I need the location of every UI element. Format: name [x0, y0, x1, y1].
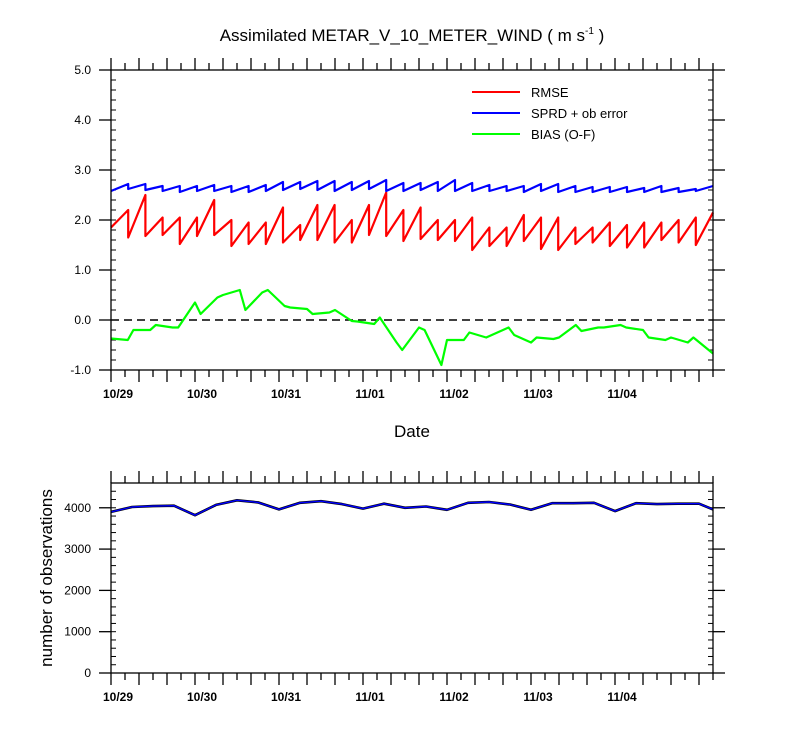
legend: RMSE SPRD + ob error BIAS (O-F): [472, 85, 628, 142]
y-tick-label: 1.0: [74, 263, 91, 277]
x-tick-label: 10/31: [271, 387, 301, 401]
y-tick-label: 2000: [64, 583, 91, 597]
top-series-group: [110, 178, 714, 367]
x-tick-label: 10/31: [271, 690, 301, 704]
bottom-plot-frame: [110, 482, 714, 674]
legend-label: RMSE: [531, 85, 569, 100]
top-chart: Assimilated METAR_V_10_METER_WIND ( m s-…: [70, 26, 725, 441]
x-axis-title: Date: [394, 422, 430, 441]
y-tick-label: 3.0: [74, 163, 91, 177]
series-line-bias: [110, 288, 714, 367]
x-tick-label: 11/02: [439, 387, 469, 401]
top-axes: 10/29 10/30 10/31 11/01 11/02 11/03 11/04 -1.0 0…: [70, 58, 725, 401]
top-plot-frame: [110, 69, 714, 371]
x-tick-label: 10/29: [103, 690, 133, 704]
y-tick-label: 0.0: [74, 313, 91, 327]
bottom-axes: 10/29 10/30 10/31 11/01 11/02 11/03 11/04 0 1000…: [64, 471, 725, 704]
x-tick-label: 10/29: [103, 387, 133, 401]
series-line-sprd: [110, 178, 714, 194]
x-tick-label: 11/01: [355, 387, 385, 401]
legend-label: BIAS (O-F): [531, 127, 595, 142]
observations-line: [110, 499, 714, 516]
y-tick-label: 1000: [64, 625, 91, 639]
y-tick-label: 3000: [64, 542, 91, 556]
x-tick-label: 10/30: [187, 690, 217, 704]
y-tick-label: 0: [84, 666, 91, 680]
bottom-series-group: [110, 499, 714, 517]
y-axis-title-observations: number of observations: [37, 489, 56, 667]
x-tick-label: 11/03: [523, 387, 553, 401]
y-tick-label: 4.0: [74, 113, 91, 127]
y-tick-label: 2.0: [74, 213, 91, 227]
legend-label: SPRD + ob error: [531, 106, 628, 121]
series-line-rmse: [110, 191, 714, 252]
chart-title: Assimilated METAR_V_10_METER_WIND ( m s-…: [220, 26, 605, 45]
x-tick-label: 11/04: [607, 387, 637, 401]
x-tick-label: 11/03: [523, 690, 553, 704]
x-tick-label: 10/30: [187, 387, 217, 401]
y-tick-label: -1.0: [70, 363, 91, 377]
bottom-chart: 10/29 10/30 10/31 11/01 11/02 11/03 11/04 0 1000…: [37, 471, 725, 704]
y-tick-label: 5.0: [74, 63, 91, 77]
x-tick-label: 11/02: [439, 690, 469, 704]
x-tick-label: 11/01: [355, 690, 385, 704]
x-tick-label: 11/04: [607, 690, 637, 704]
y-tick-label: 4000: [64, 501, 91, 515]
